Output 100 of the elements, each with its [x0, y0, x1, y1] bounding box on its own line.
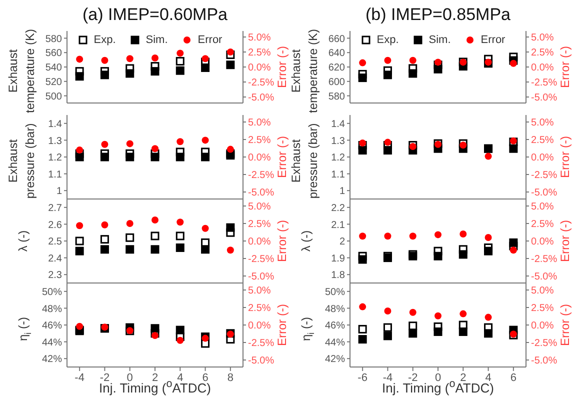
y-axis-title: Exhaust temperature (K) — [289, 28, 320, 114]
x-tick-label: 0 — [126, 372, 133, 384]
y2-tick-label: 0.0% — [531, 320, 554, 332]
y-tick-label: 1.2 — [331, 152, 346, 164]
y2-tick-label: 0.0% — [248, 236, 271, 248]
chart-title: (a) IMEP=0.60MPa — [81, 5, 229, 25]
y2-axis-title: Error (-) — [558, 46, 572, 88]
y2-tick-label: -5.0% — [531, 356, 558, 367]
y-tick-label: 46% — [42, 320, 62, 332]
x-tick-label: -2 — [408, 372, 418, 384]
y-tick-label: 660 — [328, 34, 346, 45]
y-tick-label: 2.6 — [48, 220, 62, 231]
y2-tick-label: 0.0% — [531, 236, 554, 248]
y-tick-label: 42% — [324, 354, 346, 366]
y-tick-label: 640 — [328, 48, 346, 60]
legend-label: Sim. — [146, 34, 168, 46]
y-tick-label: 580 — [45, 34, 62, 45]
y2-tick-label: 2.5% — [531, 135, 554, 146]
y2-axis-title: Error (-) — [558, 304, 572, 346]
y-tick-label: 1 — [339, 186, 346, 198]
y2-tick-label: 0.0% — [531, 152, 554, 164]
y2-tick-label: -2.5% — [248, 78, 274, 89]
y2-tick-label: -5.0% — [248, 356, 274, 367]
y2-tick-label: -2.5% — [531, 78, 558, 89]
x-tick-label: 6 — [510, 372, 516, 384]
y2-tick-label: 2.5% — [531, 48, 554, 59]
y-tick-label: 50% — [42, 286, 62, 298]
y2-tick-label: -5.0% — [248, 272, 274, 283]
y-axis-title: λ (-) — [16, 230, 30, 252]
y-tick-label: 540 — [45, 62, 62, 74]
y2-tick-label: -2.5% — [531, 338, 558, 350]
y2-tick-label: -5.0% — [531, 92, 558, 104]
y2-tick-label: 5.0% — [531, 286, 554, 297]
y2-axis-title: Error (-) — [275, 220, 289, 262]
x-tick-label: -4 — [74, 372, 84, 384]
legend-label: Error — [480, 34, 506, 46]
y2-tick-label: 0.0% — [248, 320, 271, 332]
x-tick-label: 4 — [177, 372, 184, 384]
y-tick-label: 620 — [328, 62, 346, 74]
y-tick-label: 1 — [56, 186, 62, 198]
y-tick-label: 2.4 — [48, 253, 62, 264]
y-tick-label: 1.3 — [48, 136, 62, 147]
y-tick-label: 48% — [324, 304, 346, 315]
y2-tick-label: 5.0% — [531, 118, 554, 129]
y-tick-label: 1.2 — [48, 152, 62, 164]
y2-tick-label: 5.0% — [248, 118, 271, 129]
y2-axis-title: Error (-) — [558, 136, 572, 178]
y-tick-label: 44% — [324, 337, 346, 348]
y2-axis-title: Error (-) — [275, 136, 289, 178]
y-tick-label: 1.3 — [331, 136, 346, 147]
y2-tick-label: 2.5% — [531, 303, 554, 314]
y2-tick-label: -5.0% — [531, 272, 558, 283]
y2-tick-label: -2.5% — [248, 338, 274, 350]
legend-label: Sim. — [428, 34, 451, 46]
y2-tick-label: 5.0% — [248, 202, 271, 213]
y-tick-label: 2.7 — [48, 202, 62, 214]
y2-tick-label: -2.5% — [248, 170, 274, 182]
y2-tick-label: 5.0% — [248, 286, 271, 297]
y-tick-label: 1.4 — [48, 118, 62, 130]
y-tick-label: 2.5 — [48, 236, 62, 248]
y-tick-label: 1.8 — [331, 270, 346, 282]
y-axis-title: Exhaust pressure (bar) — [6, 123, 37, 199]
y2-tick-label: -2.5% — [531, 254, 558, 266]
y2-tick-label: -5.0% — [248, 188, 274, 199]
y2-tick-label: 5.0% — [531, 202, 554, 213]
y-tick-label: 2.2 — [331, 202, 346, 214]
legend-label: Exp. — [376, 34, 399, 46]
y2-tick-label: 2.5% — [248, 48, 271, 59]
y-tick-label: 2.3 — [48, 270, 62, 282]
y-tick-label: 1.1 — [331, 169, 346, 180]
y-tick-label: 580 — [328, 91, 346, 102]
y2-axis-title: Error (-) — [275, 304, 289, 346]
y2-tick-label: -2.5% — [248, 254, 274, 266]
x-tick-label: 0 — [434, 372, 442, 384]
y2-tick-label: 5.0% — [531, 32, 554, 44]
x-tick-label: 2 — [460, 372, 466, 384]
y2-tick-label: 5.0% — [248, 32, 271, 44]
y-axis-title: Exhaust pressure (bar) — [289, 123, 320, 199]
y-tick-label: 600 — [328, 76, 346, 88]
y-tick-label: 50% — [324, 286, 346, 298]
chart-title: (b) IMEP=0.85MPa — [364, 5, 512, 25]
y-tick-label: 44% — [42, 337, 62, 348]
y2-tick-label: -5.0% — [531, 188, 558, 199]
x-tick-label: -6 — [358, 372, 368, 384]
y2-tick-label: 0.0% — [531, 62, 554, 74]
y2-tick-label: 2.5% — [531, 219, 554, 230]
y2-tick-label: 2.5% — [248, 303, 271, 314]
legend-label: Exp. — [94, 34, 116, 46]
y2-tick-label: 0.0% — [248, 152, 271, 164]
y2-tick-label: -2.5% — [531, 170, 558, 182]
y2-tick-label: 2.5% — [248, 219, 271, 230]
y2-tick-label: -5.0% — [248, 92, 274, 104]
y-tick-label: 560 — [45, 48, 62, 60]
y-tick-label: 42% — [42, 354, 62, 366]
x-tick-label: 8 — [227, 372, 234, 384]
y-tick-label: 520 — [45, 76, 62, 88]
y2-axis-title: Error (-) — [275, 46, 289, 88]
y-tick-label: 1.9 — [331, 253, 346, 264]
y2-axis-title: Error (-) — [558, 220, 572, 262]
x-tick-label: 6 — [202, 372, 208, 384]
